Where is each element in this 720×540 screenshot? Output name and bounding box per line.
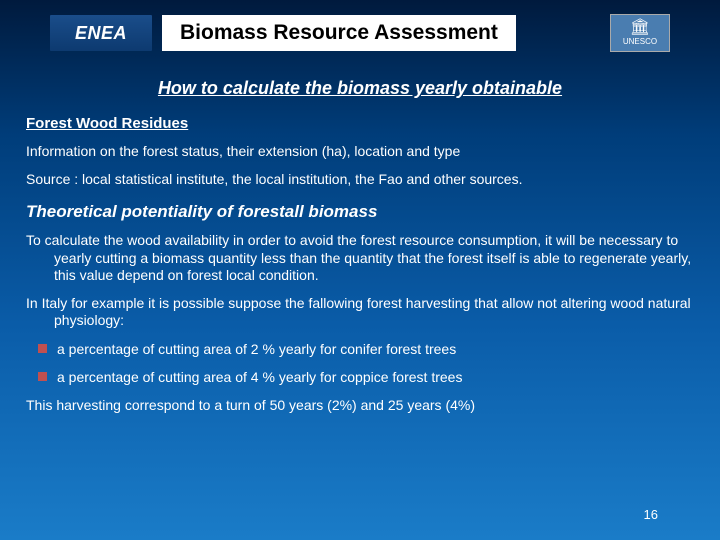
section1-heading: Forest Wood Residues <box>26 115 694 132</box>
slide-title: Biomass Resource Assessment <box>162 15 516 51</box>
bullet2-text: a percentage of cutting area of 4 % year… <box>57 368 462 386</box>
enea-logo-text: ENEA <box>75 23 127 44</box>
subtitle: How to calculate the biomass yearly obta… <box>26 78 694 99</box>
section2-para2: In Italy for example it is possible supp… <box>26 295 694 330</box>
section2-para1: To calculate the wood availability in or… <box>26 232 694 285</box>
section1-line1: Information on the forest status, their … <box>26 142 694 160</box>
section2-closing: This harvesting correspond to a turn of … <box>26 396 694 414</box>
bullet-item-2: a percentage of cutting area of 4 % year… <box>26 368 694 386</box>
header: ENEA Biomass Resource Assessment 🏛 UNESC… <box>0 0 720 60</box>
unesco-logo-text: UNESCO <box>623 38 657 46</box>
enea-logo: ENEA <box>50 15 152 51</box>
page-number: 16 <box>644 507 658 522</box>
bullet1-text: a percentage of cutting area of 2 % year… <box>57 340 456 358</box>
bullet-icon <box>38 344 47 353</box>
temple-icon: 🏛 <box>630 20 650 36</box>
bullet-icon <box>38 372 47 381</box>
section2-heading: Theoretical potentiality of forestall bi… <box>26 202 694 222</box>
bullet-item-1: a percentage of cutting area of 2 % year… <box>26 340 694 358</box>
section1-line2: Source : local statistical institute, th… <box>26 170 694 188</box>
content-area: How to calculate the biomass yearly obta… <box>0 60 720 414</box>
unesco-logo: 🏛 UNESCO <box>610 14 670 52</box>
